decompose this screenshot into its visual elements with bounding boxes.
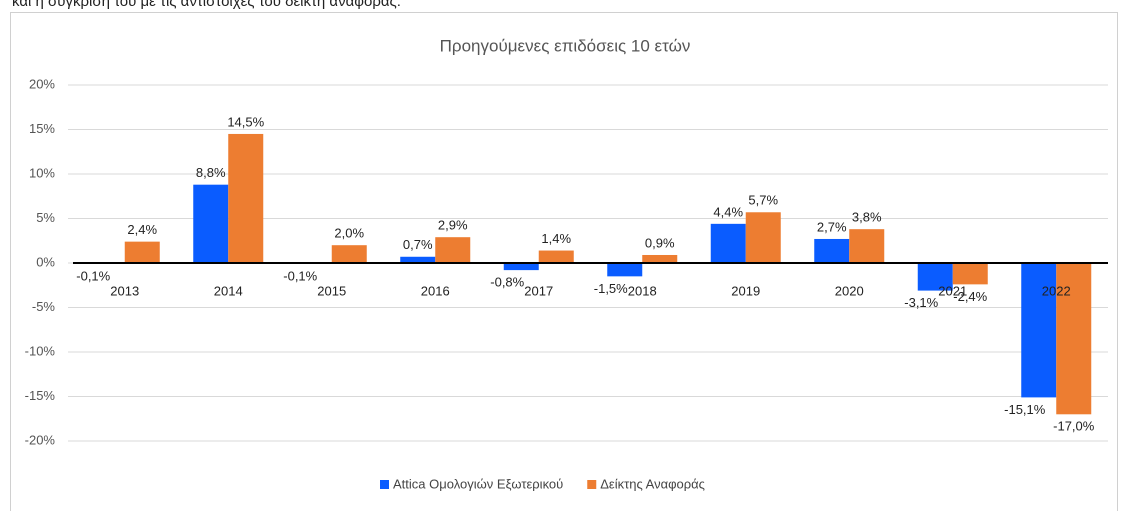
data-label: 0,9% xyxy=(645,235,675,250)
x-tick-label: 2019 xyxy=(731,283,760,298)
data-label: -1,5% xyxy=(594,281,628,296)
data-label: 2,7% xyxy=(817,219,847,234)
bar xyxy=(814,238,850,263)
legend-label: Attica Ομολογιών Εξωτερικού xyxy=(393,476,563,491)
data-label: 3,8% xyxy=(852,210,882,225)
bar xyxy=(435,237,471,263)
data-label: -2,4% xyxy=(953,289,987,304)
x-tick-label: 2021 xyxy=(938,283,967,298)
bar xyxy=(849,229,885,263)
data-label: 2,4% xyxy=(127,222,157,237)
bar xyxy=(124,241,160,263)
y-tick-label: -10% xyxy=(25,343,56,358)
x-tick-label: 2015 xyxy=(317,283,346,298)
y-tick-label: -15% xyxy=(25,388,56,403)
data-label: -15,1% xyxy=(1004,402,1046,417)
data-label: 2,9% xyxy=(438,218,468,233)
bar xyxy=(642,254,678,263)
bar xyxy=(607,263,643,277)
bar xyxy=(745,212,781,263)
y-tick-label: 5% xyxy=(36,210,55,225)
bar xyxy=(952,263,988,285)
y-tick-label: -20% xyxy=(25,432,56,447)
chart-title: Προηγούμενες επιδόσεις 10 ετών xyxy=(440,36,691,55)
y-tick-label: 0% xyxy=(36,254,55,269)
bar xyxy=(228,133,264,263)
x-tick-label: 2020 xyxy=(835,283,864,298)
x-tick-label: 2013 xyxy=(110,283,139,298)
legend-swatch xyxy=(380,480,389,489)
x-tick-label: 2016 xyxy=(421,283,450,298)
bar xyxy=(400,256,436,263)
x-tick-label: 2017 xyxy=(524,283,553,298)
data-label: 14,5% xyxy=(227,114,264,129)
x-tick-label: 2018 xyxy=(628,283,657,298)
y-tick-label: 20% xyxy=(29,76,55,91)
data-label: 2,0% xyxy=(334,226,364,241)
x-tick-label: 2014 xyxy=(214,283,243,298)
bar xyxy=(1056,263,1092,415)
y-tick-label: 15% xyxy=(29,121,55,136)
data-label: 1,4% xyxy=(541,231,571,246)
y-tick-label: 10% xyxy=(29,165,55,180)
bar xyxy=(331,245,367,263)
bar xyxy=(538,250,574,263)
bar xyxy=(917,263,953,291)
bar xyxy=(1021,263,1057,398)
data-label: 8,8% xyxy=(196,165,226,180)
x-tick-label: 2022 xyxy=(1042,283,1071,298)
y-tick-label: -5% xyxy=(32,299,56,314)
data-label: 0,7% xyxy=(403,237,433,252)
data-label: -17,0% xyxy=(1053,419,1095,434)
page-text: και η σύγκριση του με τις αντίστοιχες το… xyxy=(12,0,401,10)
data-label: -0,1% xyxy=(283,268,317,283)
data-label: 5,7% xyxy=(748,193,778,208)
bar xyxy=(193,184,229,263)
bar xyxy=(710,223,746,263)
bar xyxy=(503,263,539,271)
data-label: -3,1% xyxy=(904,295,938,310)
legend-swatch xyxy=(587,480,597,489)
legend-label: Δείκτης Αναφοράς xyxy=(600,476,705,491)
data-label: 4,4% xyxy=(713,204,743,219)
data-label: -0,1% xyxy=(76,268,110,283)
data-label: -0,8% xyxy=(490,275,524,290)
